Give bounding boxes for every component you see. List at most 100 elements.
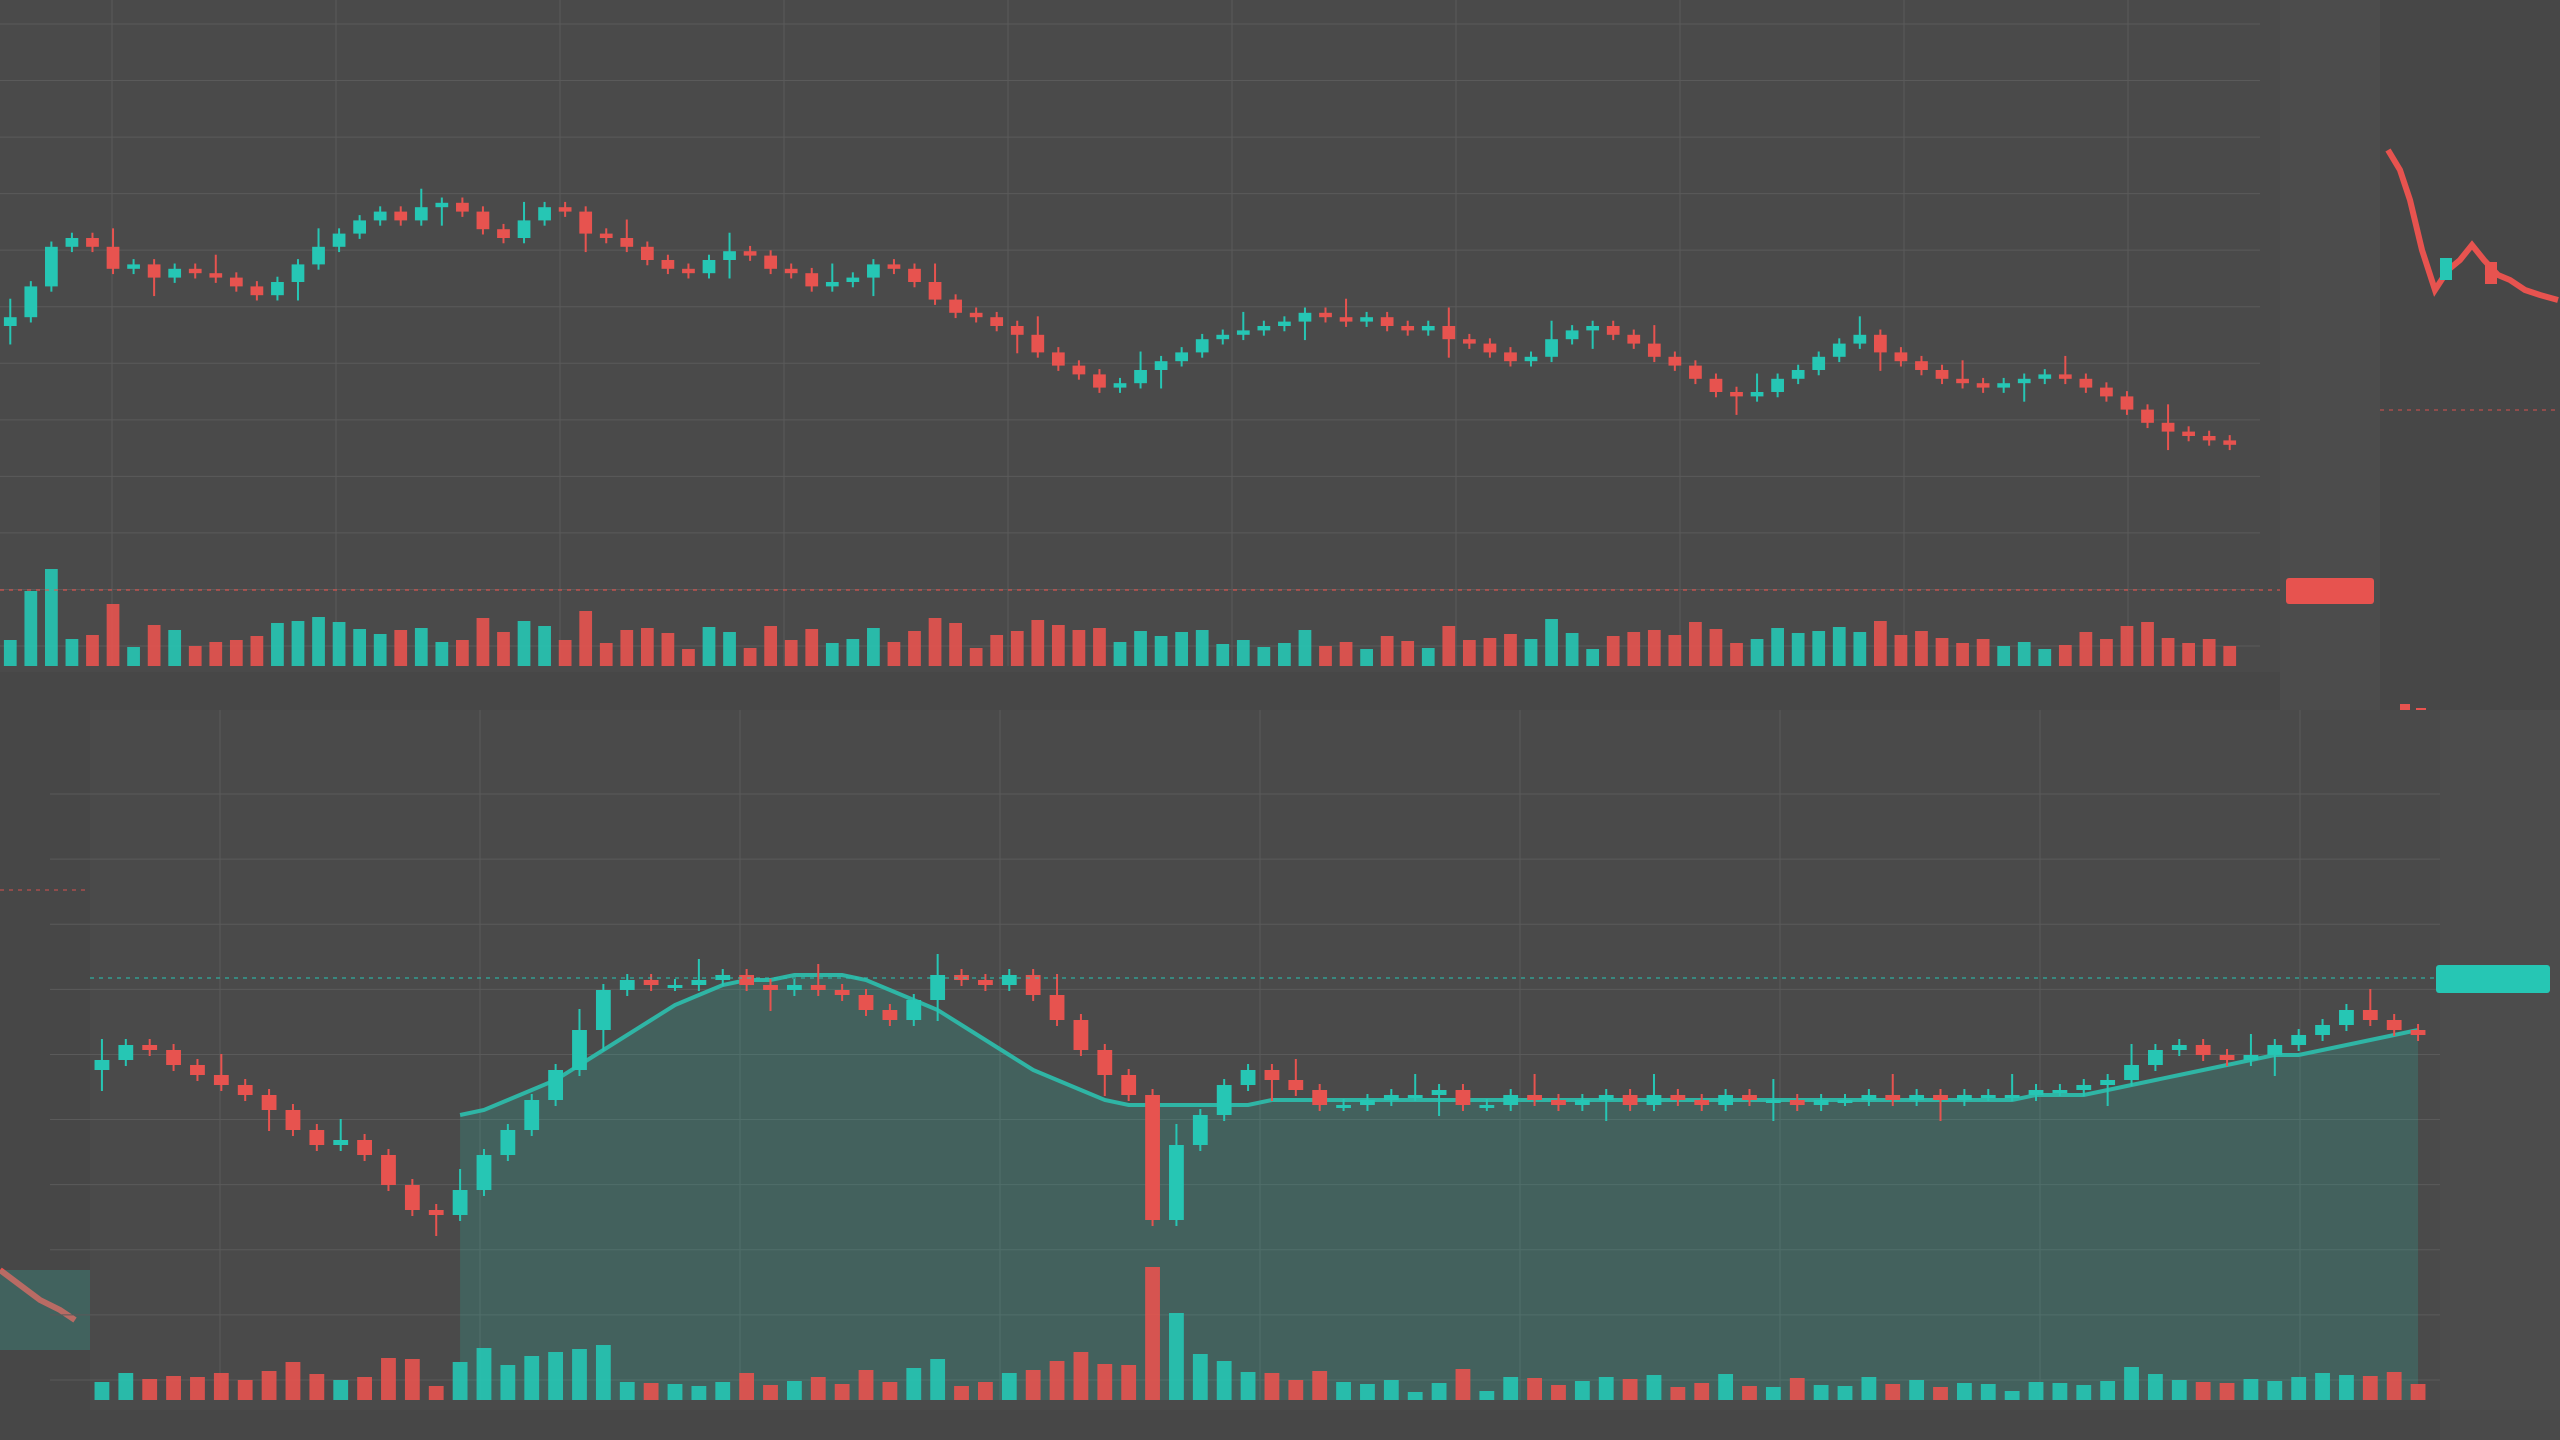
top-volume-bar xyxy=(1709,629,1723,666)
bottom-candle xyxy=(1551,1100,1566,1105)
top-time-axis-bg[interactable] xyxy=(0,672,2280,710)
bottom-candle xyxy=(1813,1100,1829,1105)
top-volume-bar xyxy=(1853,632,1867,666)
bottom-candle xyxy=(954,975,969,980)
bottom-candle xyxy=(1909,1095,1925,1100)
top-volume-bar xyxy=(1915,631,1928,666)
bottom-candle xyxy=(1025,975,1041,995)
bottom-candle xyxy=(285,1110,301,1130)
top-volume-bar xyxy=(1278,643,1291,666)
top-volume-bar xyxy=(1771,628,1784,666)
top-volume-bar xyxy=(1689,622,1702,666)
top-volume-bar xyxy=(2100,639,2113,666)
bottom-volume-bar xyxy=(548,1352,564,1400)
bottom-candle xyxy=(500,1130,516,1155)
bottom-volume-bar xyxy=(1097,1364,1113,1400)
top-candle xyxy=(702,260,716,274)
bottom-volume-bar xyxy=(882,1382,898,1400)
top-candle xyxy=(373,211,387,221)
top-candle xyxy=(599,233,613,238)
bottom-volume-bar xyxy=(1288,1380,1304,1400)
top-volume-bar xyxy=(661,633,675,666)
top-candle xyxy=(887,264,901,269)
top-volume-bar xyxy=(1647,630,1661,666)
top-candle xyxy=(1031,334,1045,353)
bottom-volume-bar xyxy=(237,1380,253,1400)
bottom-volume-bar xyxy=(1765,1387,1781,1400)
top-candle xyxy=(1113,383,1127,388)
top-candle xyxy=(682,268,695,274)
top-candle xyxy=(1236,330,1250,335)
top-volume-bar xyxy=(291,621,305,666)
top-candle xyxy=(1524,356,1538,362)
top-candle xyxy=(1195,339,1209,353)
bottom-candle xyxy=(1718,1095,1734,1105)
top-volume-bar xyxy=(1134,631,1147,666)
bottom-candle xyxy=(1789,1100,1805,1105)
top-candle xyxy=(168,268,182,278)
top-candlestick-chart[interactable] xyxy=(0,0,2380,710)
top-candle xyxy=(2141,409,2154,423)
bottom-candle xyxy=(810,985,826,990)
bottom-volume-bar xyxy=(1837,1386,1853,1400)
top-volume-bar xyxy=(1298,630,1312,666)
top-volume-bar xyxy=(784,640,798,666)
top-candle xyxy=(1976,383,1990,388)
top-candle xyxy=(1627,334,1641,344)
bottom-volume-bar xyxy=(1551,1385,1566,1400)
top-volume-bar xyxy=(805,629,819,666)
top-chart-pane[interactable] xyxy=(0,0,2380,710)
right-mini-bg xyxy=(2380,0,2560,740)
top-volume-bar xyxy=(2161,638,2175,666)
top-volume-bar xyxy=(1956,643,1969,666)
bottom-volume-bar xyxy=(1360,1384,1375,1400)
bottom-volume-bar xyxy=(1049,1361,1065,1400)
top-volume-bar xyxy=(3,640,17,666)
bottom-candlestick-chart[interactable] xyxy=(0,710,2560,1440)
bottom-candle xyxy=(309,1130,325,1145)
top-candle xyxy=(1380,317,1394,326)
bottom-candle xyxy=(834,990,850,995)
top-volume-bar xyxy=(86,635,99,666)
bottom-volume-bar xyxy=(786,1381,802,1400)
bottom-time-axis-bg[interactable] xyxy=(90,1410,2440,1440)
bottom-volume-bar xyxy=(213,1373,229,1400)
top-candle xyxy=(45,246,58,287)
bottom-volume-bar xyxy=(357,1377,372,1400)
top-candle xyxy=(394,211,408,221)
bottom-candle xyxy=(1240,1070,1256,1085)
top-volume-bar xyxy=(2058,645,2072,666)
bottom-volume-bar xyxy=(2100,1381,2116,1400)
top-volume-bar xyxy=(1545,619,1558,666)
bottom-candle xyxy=(452,1190,468,1215)
bottom-moving-average-area xyxy=(460,975,2419,1400)
top-candle xyxy=(1360,317,1373,322)
top-candle xyxy=(620,238,634,247)
top-candle xyxy=(661,260,675,269)
top-volume-bar xyxy=(1339,642,1353,666)
bottom-candle xyxy=(2076,1085,2092,1090)
top-volume-bar xyxy=(579,611,593,666)
top-candle xyxy=(1010,326,1024,335)
bottom-candle xyxy=(94,1060,110,1070)
bottom-candle xyxy=(1670,1095,1686,1100)
top-candle xyxy=(784,268,798,274)
top-volume-bar xyxy=(969,648,983,666)
top-volume-bar xyxy=(1421,648,1435,666)
bottom-candle xyxy=(1527,1095,1542,1100)
bottom-price-axis-bg[interactable] xyxy=(2440,710,2560,1410)
bottom-volume-bar xyxy=(1574,1381,1590,1400)
bottom-chart-pane[interactable] xyxy=(0,710,2560,1440)
bottom-volume-bar xyxy=(858,1370,874,1400)
bottom-candle xyxy=(524,1100,540,1130)
top-candle xyxy=(1730,392,1743,397)
right-mini-pane[interactable] xyxy=(2380,0,2560,740)
top-volume-bar xyxy=(1462,640,1476,666)
top-candle xyxy=(1997,383,2011,388)
bottom-volume-bar xyxy=(1622,1379,1638,1400)
bottom-volume-bar xyxy=(1646,1375,1662,1400)
top-volume-bar xyxy=(45,569,58,666)
bottom-candle xyxy=(1145,1095,1160,1220)
top-candle xyxy=(1504,352,1517,362)
bottom-volume-bar xyxy=(810,1377,826,1400)
